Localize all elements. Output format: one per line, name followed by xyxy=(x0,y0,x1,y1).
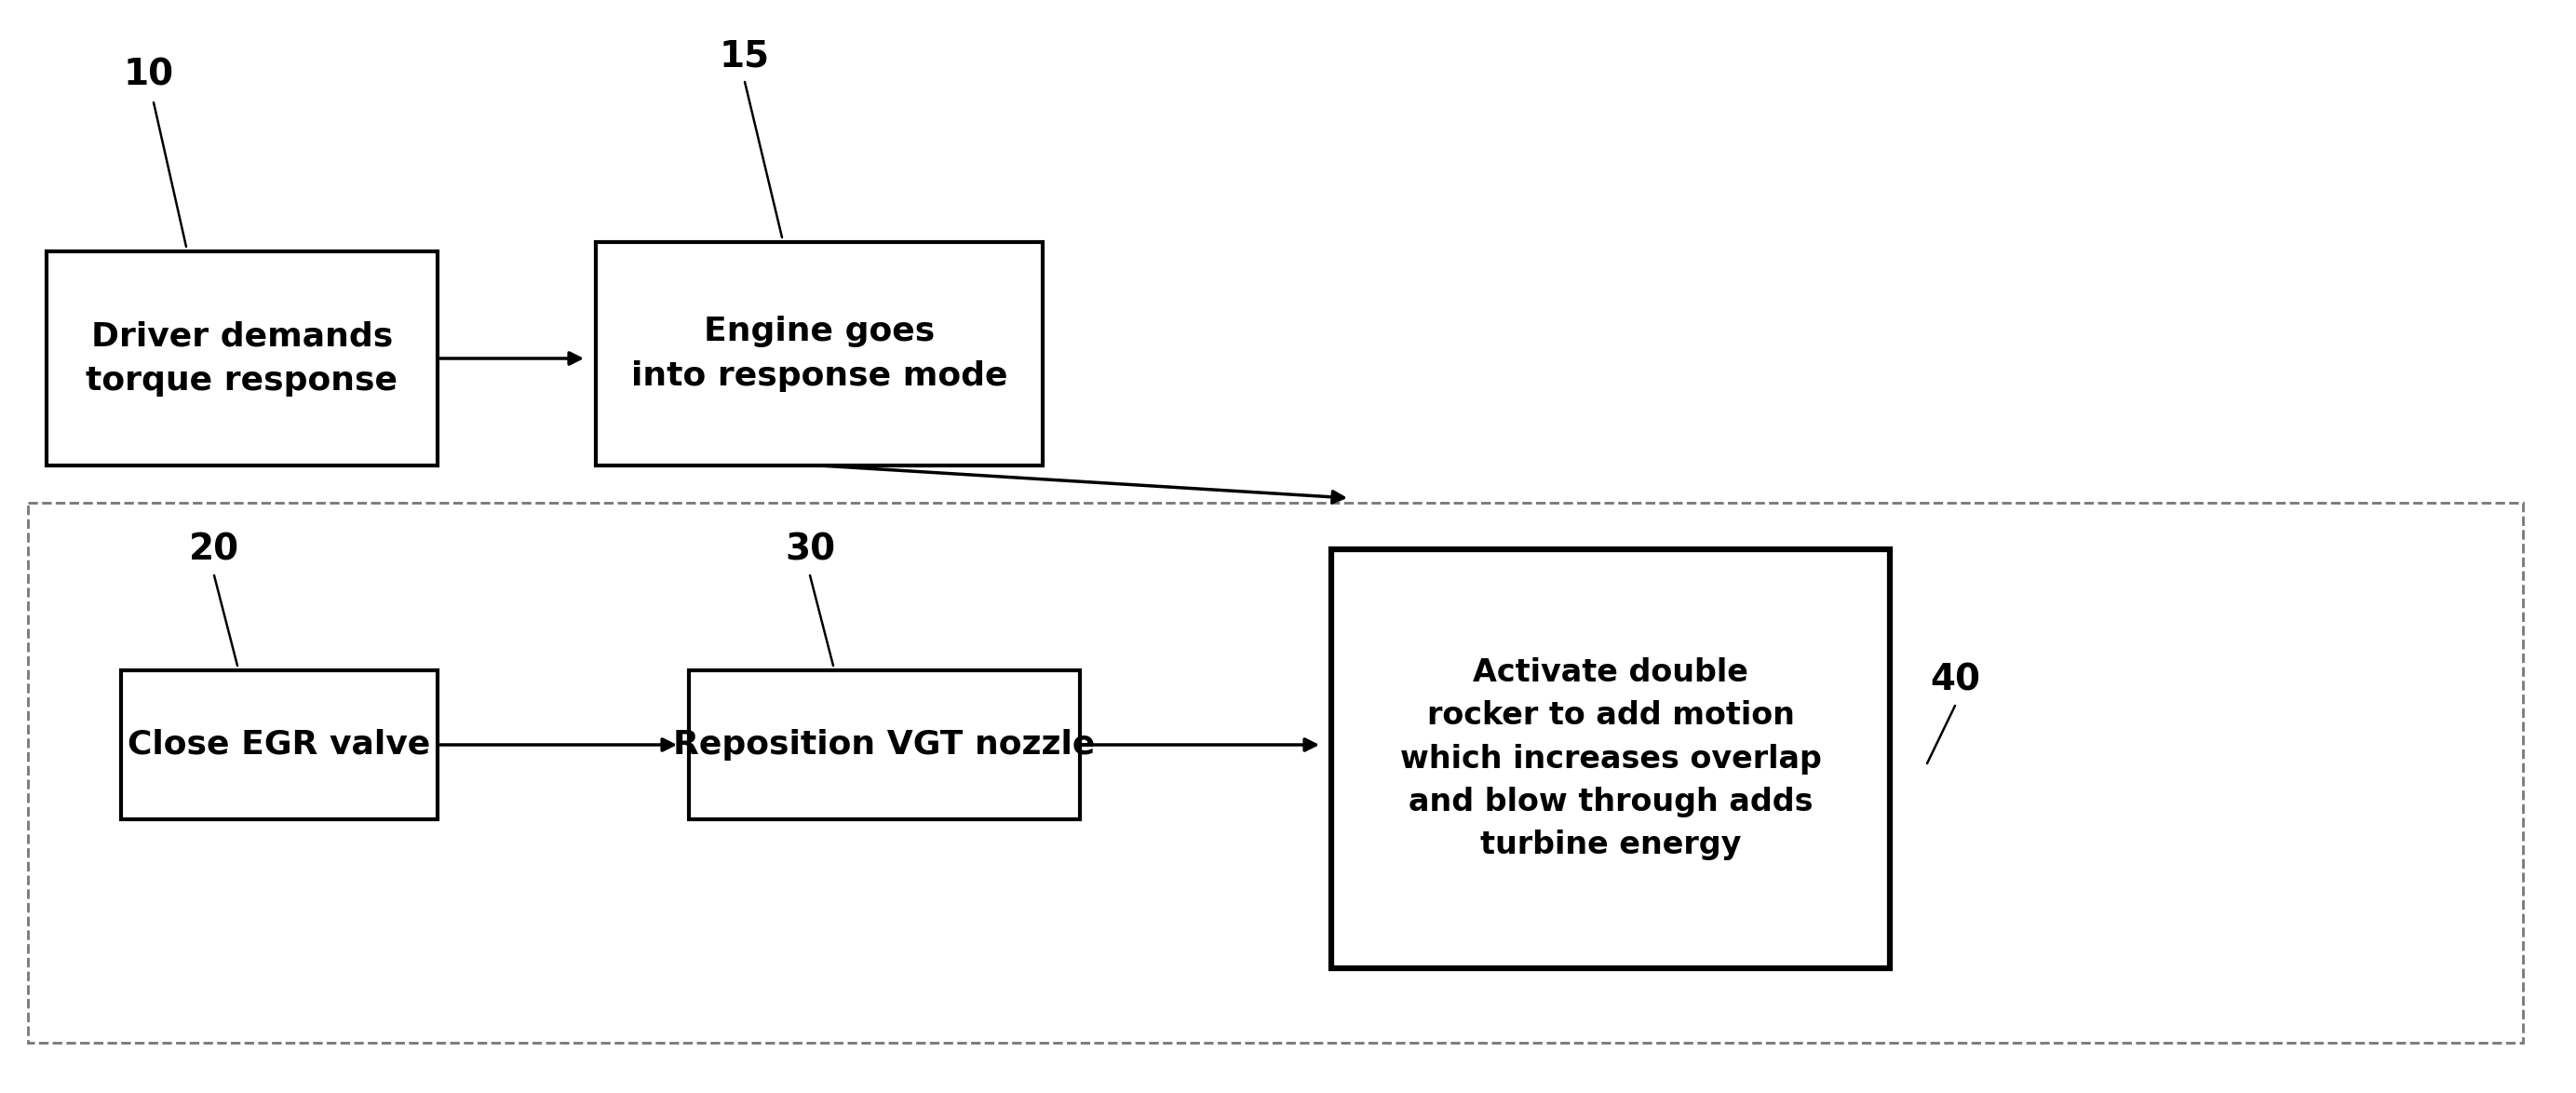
Text: 30: 30 xyxy=(786,531,835,567)
Bar xyxy=(28,503,2522,1043)
Bar xyxy=(46,251,438,466)
Text: 40: 40 xyxy=(1929,662,1981,697)
Text: 20: 20 xyxy=(188,531,240,567)
Text: Activate double
rocker to add motion
which increases overlap
and blow through ad: Activate double rocker to add motion whi… xyxy=(1399,658,1821,860)
Bar xyxy=(688,670,1079,820)
Text: 10: 10 xyxy=(124,57,175,92)
Bar xyxy=(595,242,1043,466)
Text: Driver demands
torque response: Driver demands torque response xyxy=(85,320,397,397)
Text: Reposition VGT nozzle: Reposition VGT nozzle xyxy=(672,729,1095,761)
Text: 15: 15 xyxy=(719,38,770,73)
Bar xyxy=(121,670,438,820)
Bar xyxy=(1332,550,1891,968)
Text: Engine goes
into response mode: Engine goes into response mode xyxy=(631,316,1007,391)
Text: Close EGR valve: Close EGR valve xyxy=(129,729,430,761)
